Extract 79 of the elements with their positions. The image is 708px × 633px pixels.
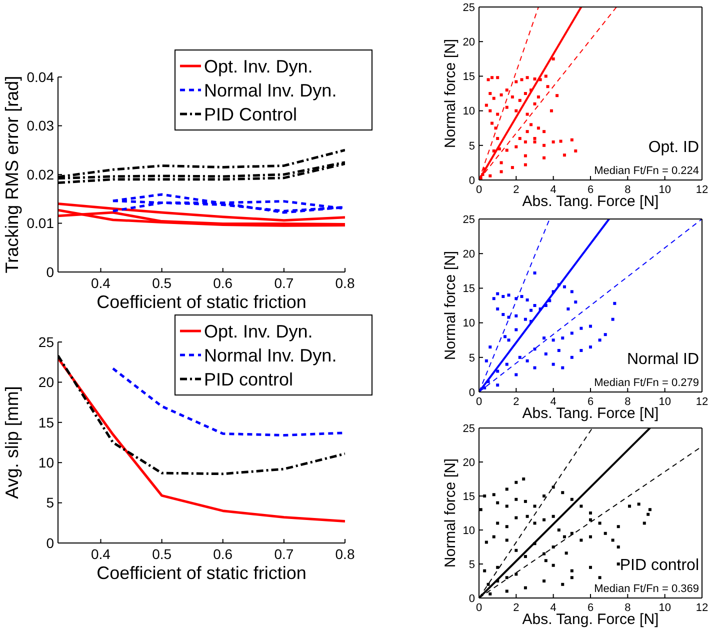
legend-label: PID control bbox=[204, 369, 294, 390]
y-tick-label: 0 bbox=[468, 592, 475, 605]
y-tick-label: 5 bbox=[468, 352, 475, 364]
annotation: Median Ft/Fn = 0.369 bbox=[594, 583, 699, 595]
y-tick-label: 25 bbox=[462, 422, 475, 435]
x-tick-label: 0.7 bbox=[274, 546, 294, 562]
y-tick-label: 20 bbox=[462, 36, 475, 48]
x-tick-label: 8 bbox=[624, 602, 631, 614]
y-axis-title: Normal force [N] bbox=[442, 250, 459, 360]
x-tick-label: 4 bbox=[550, 602, 556, 614]
annotation: Median Ft/Fn = 0.279 bbox=[594, 377, 699, 389]
y-tick-label: 15 bbox=[462, 283, 475, 296]
x-tick-label: 0.4 bbox=[91, 546, 111, 562]
y-tick-label: 25 bbox=[462, 2, 475, 14]
x-tick-label: 10 bbox=[658, 396, 671, 408]
x-tick-label: 8 bbox=[624, 184, 631, 196]
x-tick-label: 0.5 bbox=[152, 275, 172, 291]
x-tick-label: 0.5 bbox=[152, 546, 172, 562]
x-tick-label: 2 bbox=[513, 184, 520, 196]
x-tick-label: 4 bbox=[550, 184, 556, 196]
annotation: Median Ft/Fn = 0.224 bbox=[594, 165, 699, 177]
x-axis-title: Abs. Tang. Force [N] bbox=[522, 193, 659, 210]
y-axis-title: Normal force [N] bbox=[442, 458, 459, 568]
y-tick-label: 15 bbox=[38, 414, 54, 430]
y-tick-label: 5 bbox=[468, 140, 475, 152]
y-tick-label: 5 bbox=[46, 494, 54, 511]
legend-label: Opt. Inv. Dyn. bbox=[204, 56, 313, 76]
y-tick-label: 0.02 bbox=[26, 166, 54, 182]
y-tick-label: 25 bbox=[462, 214, 475, 226]
y-axis-title: Normal force [N] bbox=[442, 38, 459, 148]
x-tick-label: 12 bbox=[696, 602, 708, 614]
annotation: Normal ID bbox=[626, 351, 699, 368]
x-axis-title: Coefficient of static friction bbox=[96, 292, 306, 312]
annotation: PID control bbox=[620, 557, 699, 574]
y-tick-label: 10 bbox=[462, 106, 475, 118]
x-tick-label: 0.4 bbox=[91, 275, 111, 291]
x-tick-label: 10 bbox=[658, 184, 671, 196]
y-tick-label: 0 bbox=[468, 174, 475, 187]
x-tick-label: 0.7 bbox=[274, 275, 294, 291]
y-tick-label: 0.03 bbox=[26, 118, 54, 134]
y-tick-label: 15 bbox=[462, 490, 475, 503]
legend-label: Opt. Inv. Dyn. bbox=[204, 321, 313, 342]
x-tick-label: 8 bbox=[624, 396, 631, 408]
x-axis-title: Abs. Tang. Force [N] bbox=[522, 611, 659, 628]
x-tick-label: 0.6 bbox=[213, 275, 233, 291]
x-tick-label: 0.8 bbox=[335, 546, 355, 562]
y-tick-label: 20 bbox=[462, 248, 475, 260]
y-tick-label: 0.01 bbox=[26, 215, 54, 232]
y-tick-label: 25 bbox=[38, 334, 54, 350]
y-tick-label: 0 bbox=[468, 386, 475, 399]
x-tick-label: 2 bbox=[513, 396, 520, 408]
y-tick-label: 20 bbox=[462, 456, 475, 469]
y-tick-label: 10 bbox=[38, 454, 54, 470]
x-tick-label: 4 bbox=[550, 396, 556, 408]
y-tick-label: 5 bbox=[468, 558, 475, 571]
x-tick-label: 0.6 bbox=[213, 546, 233, 562]
y-tick-label: 0 bbox=[46, 534, 54, 551]
y-tick-label: 20 bbox=[38, 374, 54, 390]
legend-label: PID Control bbox=[204, 104, 298, 124]
legend-label: Normal Inv. Dyn. bbox=[204, 345, 337, 366]
y-tick-label: 0 bbox=[46, 264, 54, 280]
x-tick-label: 6 bbox=[587, 602, 594, 614]
x-tick-label: 0.8 bbox=[335, 275, 355, 291]
y-tick-label: 15 bbox=[462, 71, 475, 84]
legend-label: Normal Inv. Dyn. bbox=[204, 80, 337, 100]
y-axis-title: Avg. slip [mm] bbox=[2, 386, 22, 499]
annotation: Opt. ID bbox=[648, 139, 699, 156]
y-axis-title: Tracking RMS error [rad] bbox=[2, 76, 22, 274]
y-tick-label: 10 bbox=[462, 318, 475, 330]
x-tick-label: 2 bbox=[513, 602, 520, 614]
x-tick-label: 12 bbox=[696, 396, 708, 408]
x-tick-label: 12 bbox=[696, 184, 708, 196]
y-tick-label: 0.04 bbox=[26, 68, 54, 85]
x-axis-title: Coefficient of static friction bbox=[96, 563, 306, 583]
x-axis-title: Abs. Tang. Force [N] bbox=[522, 405, 659, 422]
x-tick-label: 6 bbox=[587, 396, 594, 408]
x-tick-label: 6 bbox=[587, 184, 594, 196]
y-tick-label: 10 bbox=[462, 524, 475, 537]
x-tick-label: 10 bbox=[658, 602, 671, 614]
